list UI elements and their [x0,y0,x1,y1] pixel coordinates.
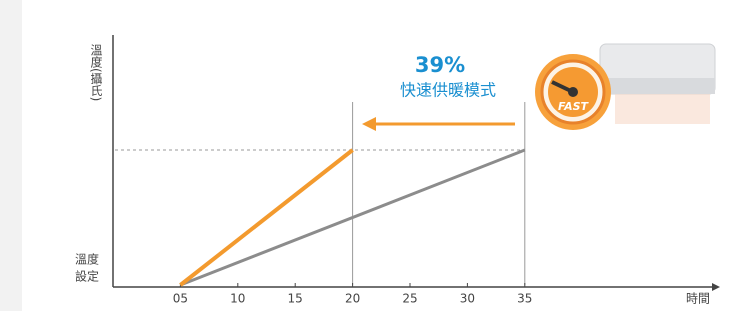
y-origin-label: 設定 [75,269,99,284]
ac-icon: FAST [535,44,715,130]
y-origin-label: 溫度 [75,252,99,267]
x-tick-label: 10 [230,292,245,306]
y-axis-label: 溫度(攝氏) [89,44,103,102]
side-strip [0,0,22,311]
annotation-percent: 39% [415,53,465,77]
x-tick-label: 20 [345,292,360,306]
x-tick-label: 05 [173,292,188,306]
page: FAST 39% 快速供暖模式 時間 溫度(攝氏) 溫度 設定 05 10 15 20… [0,0,733,311]
x-tick-label: 30 [460,292,475,306]
x-tick-label: 25 [402,292,417,306]
badge-text: FAST [558,100,590,113]
chart: FAST 39% 快速供暖模式 時間 溫度(攝氏) 溫度 設定 05 10 15 20… [0,0,733,311]
x-tick-label: 15 [288,292,303,306]
x-axis-label: 時間 [686,292,710,306]
annotation-mode: 快速供暖模式 [400,81,496,100]
x-tick-label: 35 [517,292,532,306]
